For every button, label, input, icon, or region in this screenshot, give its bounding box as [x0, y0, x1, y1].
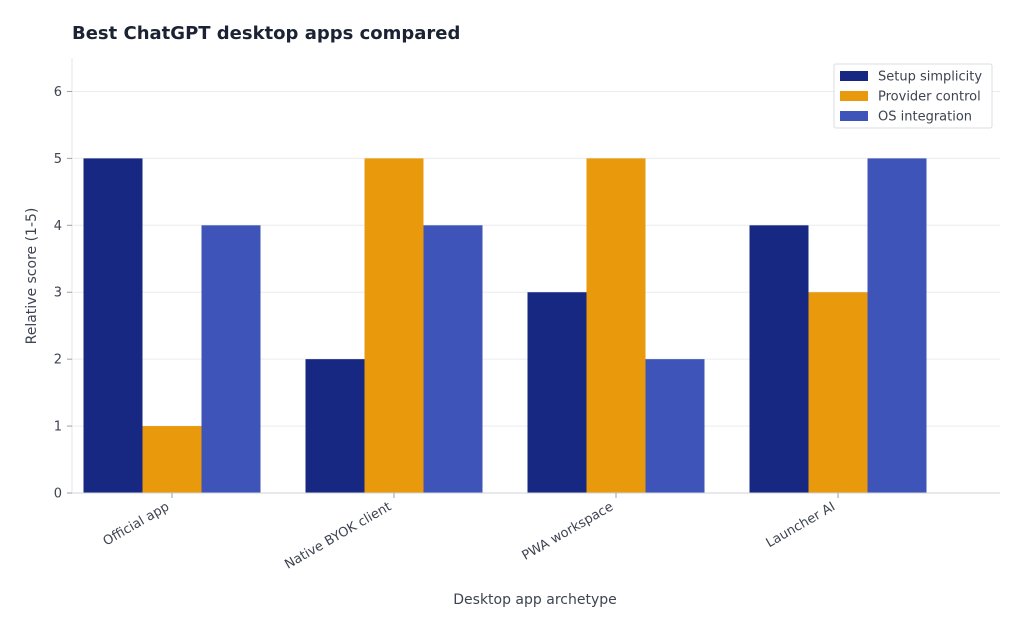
y-tick-label: 5	[54, 152, 62, 167]
legend-label: Setup simplicity	[878, 70, 982, 85]
bar-setup-simplicity-3	[527, 292, 587, 493]
bar-provider-control-1	[142, 426, 202, 493]
bar-os-integration-1	[201, 225, 261, 494]
legend-label: OS integration	[878, 110, 972, 125]
x-tick-label: PWA workspace	[520, 499, 616, 563]
legend-swatch	[840, 111, 868, 121]
legend: Setup simplicity Provider control OS integ…	[833, 63, 993, 129]
legend-swatch	[840, 71, 868, 81]
legend-box	[833, 63, 993, 129]
x-tick-label: Official app	[101, 499, 172, 549]
y-axis-label: Relative score (1-5)	[24, 208, 40, 345]
bar-os-integration-3	[645, 359, 705, 493]
y-tick-label: 0	[54, 487, 62, 502]
x-tick-label: Launcher AI	[764, 499, 838, 551]
legend-swatch	[840, 91, 868, 101]
bar-setup-simplicity-2	[305, 359, 365, 493]
bar-os-integration-4	[867, 158, 927, 493]
bar-provider-control-4	[808, 292, 868, 493]
y-tick-label: 6	[54, 85, 62, 100]
bar-os-integration-2	[423, 225, 483, 494]
y-tick-label: 1	[54, 420, 62, 435]
axes	[71, 58, 1000, 494]
y-tick-label: 3	[54, 286, 62, 301]
x-axis-label: Desktop app archetype	[453, 592, 616, 608]
y-tick-label: 2	[54, 353, 62, 368]
bar-provider-control-2	[364, 158, 424, 493]
bar-setup-simplicity-1	[83, 158, 143, 493]
bar-setup-simplicity-4	[749, 225, 809, 494]
legend-label: Provider control	[878, 90, 981, 105]
chart-title: Best ChatGPT desktop apps compared	[72, 23, 460, 44]
x-tick-label: Native BYOK client	[282, 499, 394, 572]
x-tick-labels: Official app Native BYOK client PWA worksp…	[101, 493, 839, 573]
bar-provider-control-3	[586, 158, 646, 493]
bars	[83, 158, 927, 494]
y-tick-label: 4	[54, 219, 62, 234]
y-tick-labels: 0 1 2 3 4 5 6	[54, 85, 72, 502]
